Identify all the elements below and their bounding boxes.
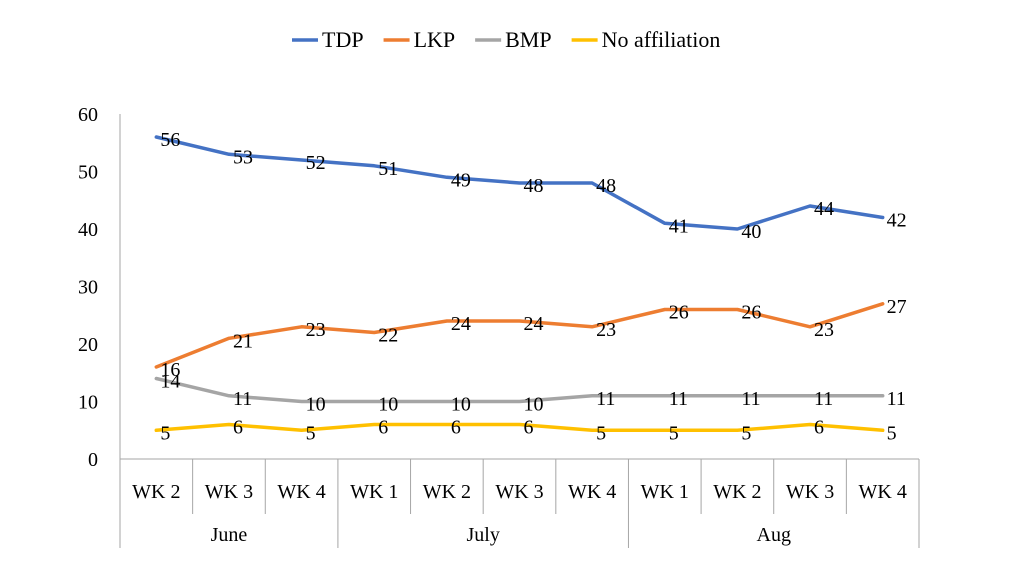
data-label: 44 <box>814 198 834 220</box>
data-label: 6 <box>451 417 461 439</box>
x-tick-label: WK 3 <box>786 481 834 503</box>
data-label: 5 <box>596 422 606 444</box>
data-label: 48 <box>524 175 544 197</box>
legend-item: TDP <box>292 27 364 52</box>
y-tick-label: 60 <box>78 104 98 126</box>
data-label: 56 <box>160 129 180 151</box>
data-label: 10 <box>524 394 544 416</box>
data-label: 11 <box>596 388 615 410</box>
data-label: 6 <box>814 417 824 439</box>
data-label: 6 <box>233 417 243 439</box>
data-label: 26 <box>741 302 761 324</box>
x-group-label: Aug <box>757 524 791 546</box>
x-tick-label: WK 2 <box>423 481 471 503</box>
data-label: 10 <box>378 394 398 416</box>
data-label: 23 <box>596 319 616 341</box>
y-tick-label: 0 <box>88 449 98 471</box>
data-label: 26 <box>669 302 689 324</box>
y-tick-label: 30 <box>78 277 98 299</box>
data-label: 11 <box>233 388 252 410</box>
data-label: 21 <box>233 330 253 352</box>
data-label: 24 <box>524 313 544 335</box>
data-label: 6 <box>378 417 388 439</box>
x-tick-label: WK 4 <box>568 481 616 503</box>
data-label: 10 <box>451 394 471 416</box>
x-tick-label: WK 2 <box>713 481 761 503</box>
data-label: 23 <box>814 319 834 341</box>
data-label: 11 <box>669 388 688 410</box>
x-group-label: June <box>211 524 248 546</box>
legend-item: No affiliation <box>571 27 721 52</box>
legend-item: LKP <box>383 27 456 52</box>
series-line-bmp <box>154 376 885 404</box>
data-label: 6 <box>524 417 534 439</box>
x-axis: WK 2 WK 3 WK 4 WK 1 WK 2 WK 3 WK 4 WK 1 WK 2 WK 3… <box>119 458 920 548</box>
data-label: 5 <box>160 422 170 444</box>
data-label: 52 <box>306 152 326 174</box>
data-label: 24 <box>451 313 471 335</box>
x-group-label: July <box>467 524 500 546</box>
series-line-no-affiliation <box>154 422 885 433</box>
data-label: 11 <box>814 388 833 410</box>
data-label: 51 <box>378 158 398 180</box>
series-line-lkp <box>154 302 885 369</box>
data-label: 5 <box>741 422 751 444</box>
data-label: 42 <box>887 210 907 232</box>
data-label: 22 <box>378 325 398 347</box>
data-label: 48 <box>596 175 616 197</box>
legend-label: No affiliation <box>602 27 721 52</box>
data-label: 27 <box>887 296 907 318</box>
x-tick-label: WK 2 <box>132 481 180 503</box>
legend-label: TDP <box>322 27 364 52</box>
legend-label: BMP <box>505 27 551 52</box>
y-tick-label: 10 <box>78 392 98 414</box>
y-tick-label: 50 <box>78 162 98 184</box>
data-label: 10 <box>306 394 326 416</box>
data-label: 41 <box>669 215 689 237</box>
data-label: 14 <box>160 371 180 393</box>
y-tick-label: 40 <box>78 219 98 241</box>
data-label: 40 <box>741 221 761 243</box>
series-lines <box>154 135 885 433</box>
data-label: 5 <box>669 422 679 444</box>
data-label: 49 <box>451 169 471 191</box>
data-label: 16 <box>160 359 180 381</box>
data-label: 5 <box>306 422 316 444</box>
data-label: 11 <box>741 388 760 410</box>
x-tick-label: WK 4 <box>859 481 907 503</box>
data-label: 5 <box>887 422 897 444</box>
y-axis: 0 10 20 30 40 50 60 <box>78 104 121 471</box>
x-tick-label: WK 1 <box>641 481 689 503</box>
x-tick-label: WK 4 <box>277 481 325 503</box>
x-tick-label: WK 3 <box>495 481 543 503</box>
legend-label: LKP <box>414 27 456 52</box>
data-label: 23 <box>306 319 326 341</box>
series-line-tdp <box>154 135 885 231</box>
chart-legend: TDP LKP BMP No affiliation <box>292 27 720 52</box>
y-tick-label: 20 <box>78 334 98 356</box>
x-tick-label: WK 3 <box>205 481 253 503</box>
data-label: 53 <box>233 146 253 168</box>
data-label: 11 <box>887 388 906 410</box>
legend-item: BMP <box>475 27 552 52</box>
x-tick-label: WK 1 <box>350 481 398 503</box>
